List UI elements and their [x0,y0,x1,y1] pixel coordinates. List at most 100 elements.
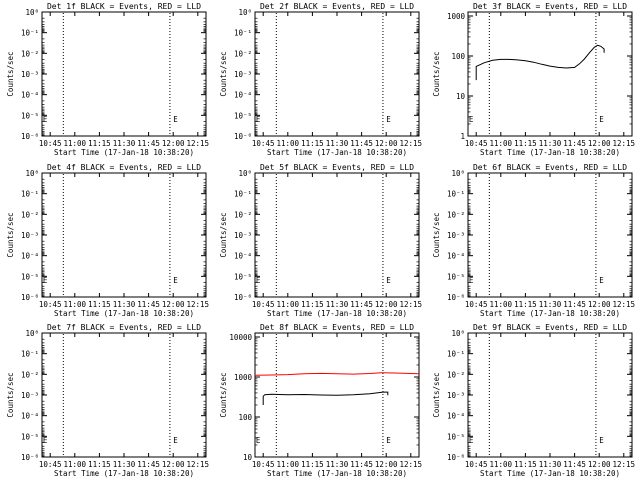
x-tick-label: 11:45 [563,139,586,148]
x-tick-label: 10:45 [252,460,275,469]
y-tick-label: 10⁻² [447,370,465,379]
panel-title: Det 8f BLACK = Events, RED = LLD [260,323,414,332]
y-tick-label: 10⁻⁵ [234,272,252,281]
x-tick-label: 12:00 [588,460,611,469]
y-tick-label: 10⁻¹ [234,190,252,199]
x-tick-label: 10:45 [252,300,275,309]
x-tick-label: 11:30 [326,300,349,309]
flag-marker: E [256,276,261,285]
y-axis-label: Counts/sec [6,372,15,417]
x-axis-label: Start Time (17-Jan-18 10:38:20) [480,309,620,318]
y-axis-label: Counts/sec [432,212,441,257]
x-tick-label: 10:45 [465,139,488,148]
y-tick-label: 10⁻² [21,370,39,379]
x-tick-label: 11:45 [563,460,586,469]
plot-frame [41,332,207,458]
x-tick-label: 11:00 [277,300,300,309]
plot-frame [467,172,633,298]
flag-marker: E [469,436,474,445]
x-axis-label: Start Time (17-Jan-18 10:38:20) [267,309,407,318]
y-tick-label: 10⁻⁶ [234,132,252,141]
y-tick-label: 10⁻⁵ [447,272,465,281]
x-axis-label: Start Time (17-Jan-18 10:38:20) [480,148,620,157]
y-tick-label: 10⁰ [238,8,252,17]
y-tick-label: 10⁻³ [234,231,252,240]
y-tick-label: 10⁻⁴ [447,252,465,261]
x-tick-label: 12:15 [400,460,423,469]
y-tick-label: 10⁻⁶ [21,132,39,141]
y-tick-label: 10⁻⁴ [21,252,39,261]
x-tick-label: 11:30 [326,460,349,469]
y-tick-label: 10⁰ [451,329,465,338]
y-tick-label: 10 [456,92,466,101]
x-tick-label: 11:00 [490,460,513,469]
x-tick-label: 11:45 [137,139,160,148]
plot-frame [467,332,633,458]
y-tick-label: 1 [460,132,465,141]
y-tick-label: 10⁻⁵ [447,432,465,441]
y-tick-label: 10⁻³ [21,70,39,79]
x-axis-label: Start Time (17-Jan-18 10:38:20) [267,469,407,478]
panel-title: Det 1f BLACK = Events, RED = LLD [47,2,201,11]
y-axis-label: Counts/sec [219,51,228,96]
x-tick-label: 11:30 [113,139,136,148]
x-tick-label: 11:00 [490,300,513,309]
flag-marker: E [599,276,604,285]
y-tick-label: 10⁻² [21,49,39,58]
x-tick-label: 11:45 [350,139,373,148]
x-tick-label: 11:15 [514,139,537,148]
flag-marker: E [43,276,48,285]
flag-marker: E [386,276,391,285]
x-tick-label: 11:00 [64,139,87,148]
y-tick-label: 10⁰ [238,169,252,178]
y-tick-label: 10⁰ [451,169,465,178]
x-tick-label: 10:45 [465,460,488,469]
x-axis-label: Start Time (17-Jan-18 10:38:20) [54,148,194,157]
y-tick-label: 10⁻¹ [21,29,39,38]
x-tick-label: 11:00 [277,139,300,148]
y-tick-label: 10⁻⁵ [21,111,39,120]
y-tick-label: 10⁻³ [21,391,39,400]
x-tick-label: 11:00 [64,460,87,469]
x-tick-label: 10:45 [39,460,62,469]
y-tick-label: 10⁻⁴ [447,412,465,421]
x-tick-label: 11:45 [563,300,586,309]
x-tick-label: 11:00 [64,300,87,309]
y-tick-label: 10⁻⁴ [21,91,39,100]
flag-marker: E [469,115,474,124]
x-tick-label: 12:00 [162,139,185,148]
x-tick-label: 12:00 [375,139,398,148]
y-tick-label: 1000 [447,12,466,21]
y-tick-label: 10⁻² [234,210,252,219]
y-tick-label: 10⁻³ [447,231,465,240]
x-tick-label: 11:30 [113,460,136,469]
x-tick-label: 11:00 [490,139,513,148]
x-tick-label: 12:15 [187,460,210,469]
flag-marker: E [256,115,261,124]
y-tick-label: 10⁻² [234,49,252,58]
x-tick-label: 12:00 [375,300,398,309]
y-tick-label: 10⁻⁴ [21,412,39,421]
x-tick-label: 11:15 [301,139,324,148]
y-axis-label: Counts/sec [219,372,228,417]
flag-marker: E [599,436,604,445]
y-tick-label: 10⁻² [21,210,39,219]
x-tick-label: 11:45 [350,300,373,309]
y-tick-label: 10⁻⁴ [234,91,252,100]
flag-marker: E [386,115,391,124]
y-tick-label: 10⁻³ [447,391,465,400]
x-tick-label: 12:15 [613,300,636,309]
series-line-events [475,44,605,81]
panel-title: Det 4f BLACK = Events, RED = LLD [47,163,201,172]
x-tick-label: 12:00 [588,300,611,309]
y-tick-label: 10⁻⁶ [21,453,39,462]
y-axis-label: Counts/sec [219,212,228,257]
x-tick-label: 12:00 [375,460,398,469]
x-tick-label: 12:15 [400,300,423,309]
